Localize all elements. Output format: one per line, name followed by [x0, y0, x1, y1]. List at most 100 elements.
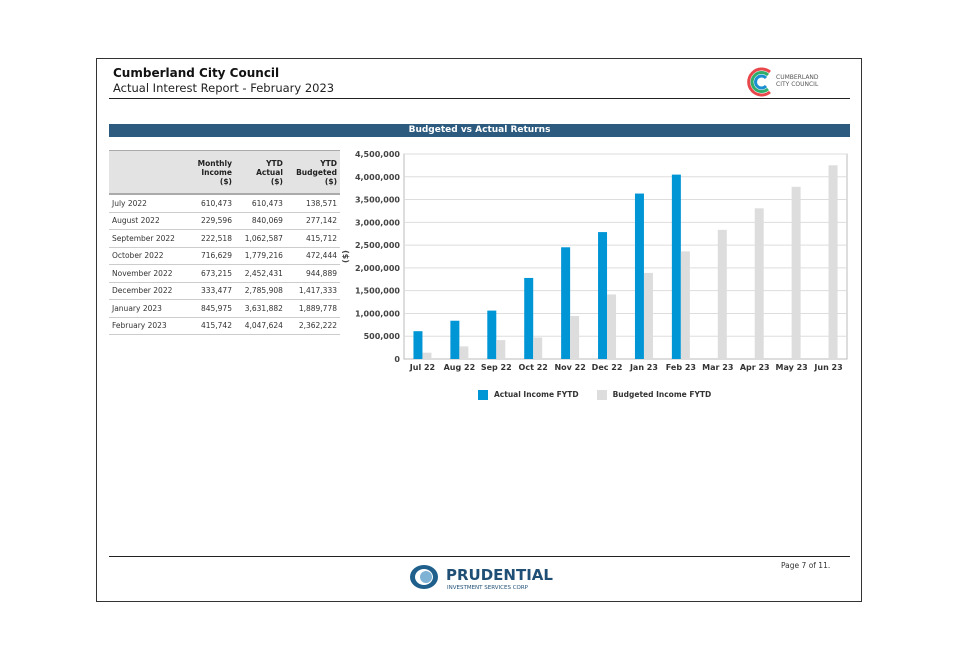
income-table: Monthly Income ($) YTD Actual ($) YTD Budgeted(…	[109, 150, 340, 335]
bar-budgeted	[607, 294, 617, 359]
table-row: September 2022 222,518 1,062,587 415,712	[109, 229, 340, 248]
bar-budgeted	[533, 337, 543, 359]
table-cell: August 2022	[109, 212, 189, 230]
bar-chart: 0 500,000 1,000,000 1,500,000 2,000,000 2,500…	[341, 150, 848, 372]
plot-area	[403, 153, 848, 360]
bar-budgeted	[791, 186, 801, 359]
table-cell: 138,571	[285, 194, 340, 213]
x-tick-label: Sep 22	[481, 363, 512, 372]
table-cell: 840,069	[234, 212, 286, 230]
bar-budgeted	[717, 229, 727, 359]
legend-swatch-budgeted	[596, 390, 607, 400]
report-subtitle: Actual Interest Report - February 2023	[113, 81, 335, 95]
y-tick-label: 3,500,000	[355, 196, 400, 205]
column-header: YTD Budgeted ($)	[285, 150, 340, 195]
table-cell: 415,742	[188, 317, 235, 335]
column-header	[109, 150, 189, 195]
table-row: January 2023 845,975 3,631,882 1,889,778	[109, 299, 340, 318]
x-tick-label: Mar 23	[702, 363, 733, 372]
bar-budgeted	[643, 272, 653, 359]
table-cell: 673,215	[188, 264, 235, 283]
bar-actual	[671, 174, 681, 359]
bar-budgeted	[496, 340, 506, 359]
table-cell: 4,047,624	[234, 317, 286, 335]
table-cell: 1,062,587	[234, 229, 286, 248]
table-cell: 3,631,882	[234, 299, 286, 318]
bar-budgeted	[422, 352, 432, 359]
council-logo: CUMBERLAND CITY COUNCIL	[746, 66, 846, 98]
company-sub: INVESTMENT SERVICES CORP	[447, 585, 529, 591]
y-tick-label: 2,000,000	[355, 264, 400, 273]
bar-budgeted	[828, 165, 838, 359]
table-row: November 2022 673,215 2,452,431 944,889	[109, 264, 340, 283]
x-tick-label: Dec 22	[592, 363, 623, 372]
bar-budgeted	[754, 208, 764, 359]
y-tick-label: 4,000,000	[355, 173, 400, 182]
table-cell: 716,629	[188, 247, 235, 265]
table-cell: November 2022	[109, 264, 189, 283]
table-cell: 415,712	[285, 229, 340, 248]
table-cell: 1,889,778	[285, 299, 340, 318]
y-tick-label: 1,000,000	[355, 309, 400, 318]
table-cell: February 2023	[109, 317, 189, 335]
bar-actual	[634, 193, 644, 359]
table-cell: 277,142	[285, 212, 340, 230]
table-cell: 944,889	[285, 264, 340, 283]
table-cell: 610,473	[234, 194, 286, 213]
page-border	[96, 58, 862, 602]
y-tick-label: 1,500,000	[355, 287, 400, 296]
company-name: PRUDENTIAL	[446, 566, 553, 584]
table-cell: July 2022	[109, 194, 189, 213]
bar-budgeted	[459, 346, 469, 359]
bar-budgeted	[680, 251, 690, 359]
table-row: August 2022 229,596 840,069 277,142	[109, 212, 340, 230]
table-cell: 222,518	[188, 229, 235, 248]
table-cell: 1,779,216	[234, 247, 286, 265]
table-row: July 2022 610,473 610,473 138,571	[109, 194, 340, 213]
bar-actual	[413, 331, 423, 359]
table-cell: September 2022	[109, 229, 189, 248]
bar-actual	[524, 277, 534, 359]
table-row: December 2022 333,477 2,785,908 1,417,333	[109, 282, 340, 300]
x-tick-label: Feb 23	[666, 363, 696, 372]
y-tick-label: 4,500,000	[355, 150, 400, 159]
table-cell: January 2023	[109, 299, 189, 318]
report-title: Cumberland City Council	[113, 66, 280, 80]
legend-label-actual: Actual Income FYTD	[494, 390, 579, 399]
bar-actual	[450, 320, 460, 359]
y-axis-label: ($)	[341, 250, 350, 263]
y-tick-label: 2,500,000	[355, 241, 400, 250]
bar-actual	[561, 247, 571, 359]
x-tick-label: Jun 23	[813, 363, 842, 372]
y-tick-label: 3,000,000	[355, 218, 400, 227]
bar-actual	[598, 232, 608, 359]
table-cell: December 2022	[109, 282, 189, 300]
prudential-logo: PRUDENTIAL INVESTMENT SERVICES CORP	[408, 562, 558, 594]
x-tick-label: Oct 22	[519, 363, 548, 372]
y-tick-label: 0	[394, 355, 400, 364]
bar-budgeted	[570, 315, 580, 359]
x-tick-label: Jul 22	[409, 363, 435, 372]
x-tick-label: Nov 22	[554, 363, 585, 372]
x-tick-label: Jan 23	[629, 363, 658, 372]
table-row: October 2022 716,629 1,779,216 472,444	[109, 247, 340, 265]
column-header: YTD Actual ($)	[234, 150, 286, 195]
table-cell: October 2022	[109, 247, 189, 265]
table-cell: 2,362,222	[285, 317, 340, 335]
legend-swatch-actual	[478, 390, 488, 400]
table-row: February 2023 415,742 4,047,624 2,362,222	[109, 317, 340, 335]
header-divider	[109, 98, 850, 99]
table-cell: 1,417,333	[285, 282, 340, 300]
footer-divider	[109, 556, 850, 557]
table-cell: 229,596	[188, 212, 235, 230]
table-cell: 610,473	[188, 194, 235, 213]
legend-actual: Actual Income FYTD	[478, 390, 579, 400]
table-cell: 2,452,431	[234, 264, 286, 283]
y-tick-label: 500,000	[364, 332, 401, 341]
legend-label-budgeted: Budgeted Income FYTD	[612, 390, 712, 399]
page-number: Page 7 of 11.	[781, 561, 831, 570]
table-cell: 2,785,908	[234, 282, 286, 300]
table-cell: 472,444	[285, 247, 340, 265]
chart-legend: Actual Income FYTD Budgeted Income FYTD	[478, 390, 711, 400]
table-cell: 333,477	[188, 282, 235, 300]
